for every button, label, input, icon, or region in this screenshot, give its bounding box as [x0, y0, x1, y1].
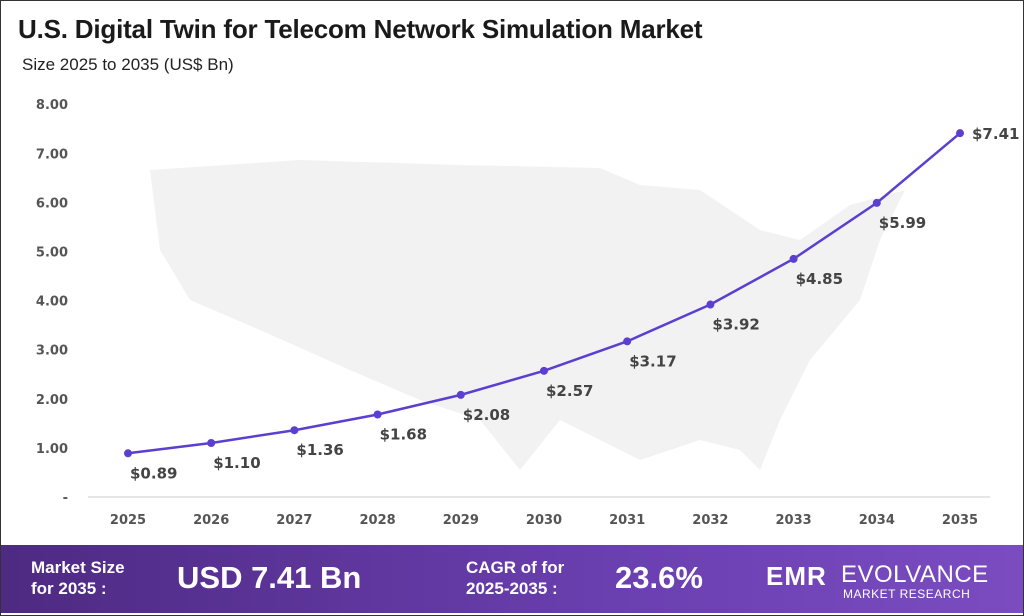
x-tick-label: 2031	[609, 513, 645, 528]
data-point	[373, 410, 382, 419]
x-tick-label: 2032	[692, 513, 728, 528]
data-label: $2.57	[546, 382, 593, 400]
x-tick-label: 2026	[193, 513, 229, 528]
us-map-background	[150, 160, 905, 470]
summary-banner: Market Size for 2035 : USD 7.41 Bn CAGR …	[1, 545, 1023, 613]
logo-subtitle: MARKET RESEARCH	[843, 587, 971, 601]
data-label: $4.85	[796, 270, 843, 288]
data-label: $3.92	[712, 316, 759, 334]
y-tick-label: 7.00	[36, 147, 68, 162]
data-point	[124, 449, 132, 458]
data-label: $5.99	[879, 214, 926, 232]
data-point	[540, 366, 548, 375]
cagr-label-line2: 2025-2035 :	[466, 579, 558, 598]
data-point	[207, 438, 216, 447]
market-size-label-line2: for 2035 :	[31, 579, 107, 598]
y-tick-label: 2.00	[36, 393, 68, 408]
x-tick-label: 2025	[110, 513, 146, 528]
y-tick-label: 1.00	[36, 442, 68, 457]
market-size-value: USD 7.41 Bn	[177, 560, 362, 595]
data-label: $1.36	[296, 441, 343, 459]
data-point	[456, 390, 465, 399]
data-point	[290, 426, 299, 435]
x-tick-label: 2034	[859, 513, 895, 528]
y-tick-label: 6.00	[36, 196, 68, 211]
cagr-label: CAGR of for 2025-2035 :	[466, 557, 564, 599]
y-tick-label: 8.00	[36, 98, 68, 113]
y-tick-label: -	[63, 491, 68, 506]
chart-title: U.S. Digital Twin for Telecom Network Si…	[18, 14, 703, 44]
data-label: $1.10	[213, 454, 260, 472]
y-tick-label: 5.00	[36, 246, 68, 261]
data-label: $1.68	[380, 426, 427, 444]
x-tick-label: 2027	[276, 513, 312, 528]
x-tick-label: 2030	[526, 513, 562, 528]
data-label: $7.41	[972, 125, 1019, 143]
logo-brand: EVOLVANCE	[841, 561, 989, 588]
y-tick-label: 3.00	[36, 344, 68, 359]
cagr-value: 23.6%	[615, 560, 703, 595]
market-size-label: Market Size for 2035 :	[31, 557, 125, 599]
data-point	[872, 198, 881, 207]
line-chart: - 1.00 2.00 3.00 4.00 5.00 6.00 7.00 8.00 2025 20…	[36, 98, 1020, 528]
data-label: $3.17	[629, 352, 676, 370]
data-point	[789, 254, 798, 263]
cagr-label-line1: CAGR of for	[466, 558, 565, 577]
data-label: $0.89	[130, 464, 177, 482]
data-label: $2.08	[463, 406, 510, 424]
data-point	[623, 337, 632, 346]
market-size-label-line1: Market Size	[31, 558, 125, 577]
x-tick-label: 2033	[776, 513, 812, 528]
data-point	[706, 300, 715, 309]
chart-subtitle: Size 2025 to 2035 (US$ Bn)	[22, 55, 234, 74]
logo-mark: EMR	[766, 561, 827, 591]
x-tick-label: 2029	[443, 513, 479, 528]
y-tick-label: 4.00	[36, 295, 68, 310]
x-tick-label: 2035	[942, 513, 978, 528]
x-tick-label: 2028	[360, 513, 396, 528]
data-point	[956, 129, 964, 138]
